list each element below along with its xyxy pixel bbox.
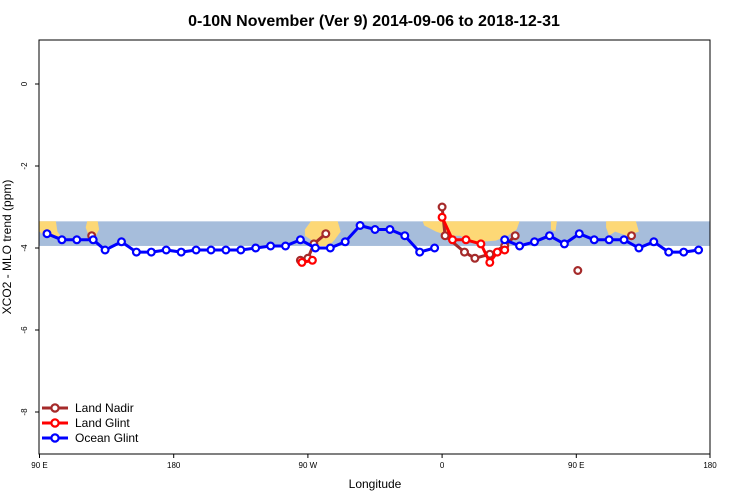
- data-point-land-nadir: [573, 266, 583, 276]
- data-point-land-nadir: [321, 229, 331, 239]
- data-point-ocean-glint: [146, 247, 156, 257]
- y-axis: 0 -2 -4 -6 -8: [20, 40, 40, 454]
- data-point-land-glint: [492, 247, 502, 257]
- series-land-glint: [297, 212, 510, 267]
- y-tick-label: -6: [20, 326, 29, 334]
- data-point-ocean-glint: [340, 237, 350, 247]
- legend-label: Ocean Glint: [75, 431, 139, 445]
- data-point-ocean-glint: [679, 247, 689, 257]
- data-point-ocean-glint: [325, 243, 335, 253]
- data-point-ocean-glint: [415, 247, 425, 257]
- x-tick-label: 90 E: [568, 461, 584, 470]
- data-point-land-nadir: [437, 202, 447, 212]
- data-point-ocean-glint: [529, 237, 539, 247]
- data-point-ocean-glint: [57, 235, 67, 245]
- data-point-ocean-glint: [430, 243, 440, 253]
- data-point-ocean-glint: [72, 235, 82, 245]
- data-point-ocean-glint: [281, 241, 291, 251]
- data-point-ocean-glint: [42, 229, 52, 239]
- data-point-land-nadir: [510, 231, 520, 241]
- data-point-land-nadir: [470, 253, 480, 263]
- data-point-land-glint: [500, 245, 510, 255]
- data-point-ocean-glint: [619, 235, 629, 245]
- data-point-ocean-glint: [176, 247, 186, 257]
- data-point-ocean-glint: [589, 235, 599, 245]
- data-point-ocean-glint: [355, 221, 365, 231]
- data-point-ocean-glint: [116, 237, 126, 247]
- legend-item-land-glint: Land Glint: [42, 416, 130, 430]
- data-point-land-nadir: [626, 231, 636, 241]
- data-point-ocean-glint: [88, 235, 98, 245]
- legend-swatch-marker: [50, 433, 60, 443]
- data-point-land-glint: [307, 255, 317, 265]
- y-axis-label: XCO2 - MLO trend (ppm): [0, 180, 14, 315]
- data-point-land-glint: [448, 235, 458, 245]
- data-point-ocean-glint: [649, 237, 659, 247]
- y-tick-label: -2: [20, 162, 29, 170]
- data-point-ocean-glint: [295, 235, 305, 245]
- legend-swatch-marker: [50, 418, 60, 428]
- x-axis: 90 E 180 90 W 0 90 E 180: [31, 453, 717, 470]
- data-point-land-glint: [437, 212, 447, 222]
- data-point-ocean-glint: [131, 247, 141, 257]
- data-point-ocean-glint: [191, 245, 201, 255]
- y-tick-label: -4: [20, 244, 29, 252]
- legend-item-ocean-glint: Ocean Glint: [42, 431, 139, 445]
- data-point-ocean-glint: [574, 229, 584, 239]
- data-point-ocean-glint: [100, 245, 110, 255]
- data-point-ocean-glint: [370, 225, 380, 235]
- land-shape-5: [550, 221, 557, 232]
- x-tick-label: 180: [167, 461, 181, 470]
- data-point-ocean-glint: [515, 241, 525, 251]
- y-tick-label: -8: [20, 408, 29, 416]
- x-axis-label: Longitude: [349, 477, 402, 491]
- data-point-ocean-glint: [206, 245, 216, 255]
- legend-item-land-nadir: Land Nadir: [42, 401, 134, 415]
- data-point-ocean-glint: [310, 243, 320, 253]
- x-tick-label: 180: [703, 461, 717, 470]
- data-point-ocean-glint: [604, 235, 614, 245]
- chart-title: 0-10N November (Ver 9) 2014-09-06 to 201…: [188, 13, 560, 30]
- data-point-ocean-glint: [544, 231, 554, 241]
- data-point-ocean-glint: [221, 245, 231, 255]
- legend-swatch-marker: [50, 403, 60, 413]
- legend-label: Land Glint: [75, 416, 130, 430]
- y-tick-label: 0: [20, 81, 29, 86]
- data-point-ocean-glint: [559, 239, 569, 249]
- series-ocean-glint: [42, 221, 704, 257]
- legend-label: Land Nadir: [75, 401, 134, 415]
- data-point-land-nadir: [460, 247, 470, 257]
- x-tick-label: 0: [440, 461, 445, 470]
- data-point-ocean-glint: [236, 245, 246, 255]
- data-point-ocean-glint: [161, 245, 171, 255]
- data-point-land-glint: [485, 257, 495, 267]
- data-point-ocean-glint: [385, 225, 395, 235]
- data-point-land-glint: [297, 257, 307, 267]
- series-layer: [42, 202, 704, 276]
- data-point-land-glint: [461, 235, 471, 245]
- data-point-ocean-glint: [500, 235, 510, 245]
- data-point-land-nadir: [440, 231, 450, 241]
- data-point-land-glint: [476, 239, 486, 249]
- x-tick-label: 90 W: [299, 461, 318, 470]
- data-point-ocean-glint: [664, 247, 674, 257]
- data-point-ocean-glint: [634, 243, 644, 253]
- data-point-ocean-glint: [251, 243, 261, 253]
- data-point-ocean-glint: [694, 245, 704, 255]
- data-point-ocean-glint: [266, 241, 276, 251]
- x-tick-label: 90 E: [31, 461, 47, 470]
- data-point-ocean-glint: [400, 231, 410, 241]
- plot-frame: [38, 39, 711, 455]
